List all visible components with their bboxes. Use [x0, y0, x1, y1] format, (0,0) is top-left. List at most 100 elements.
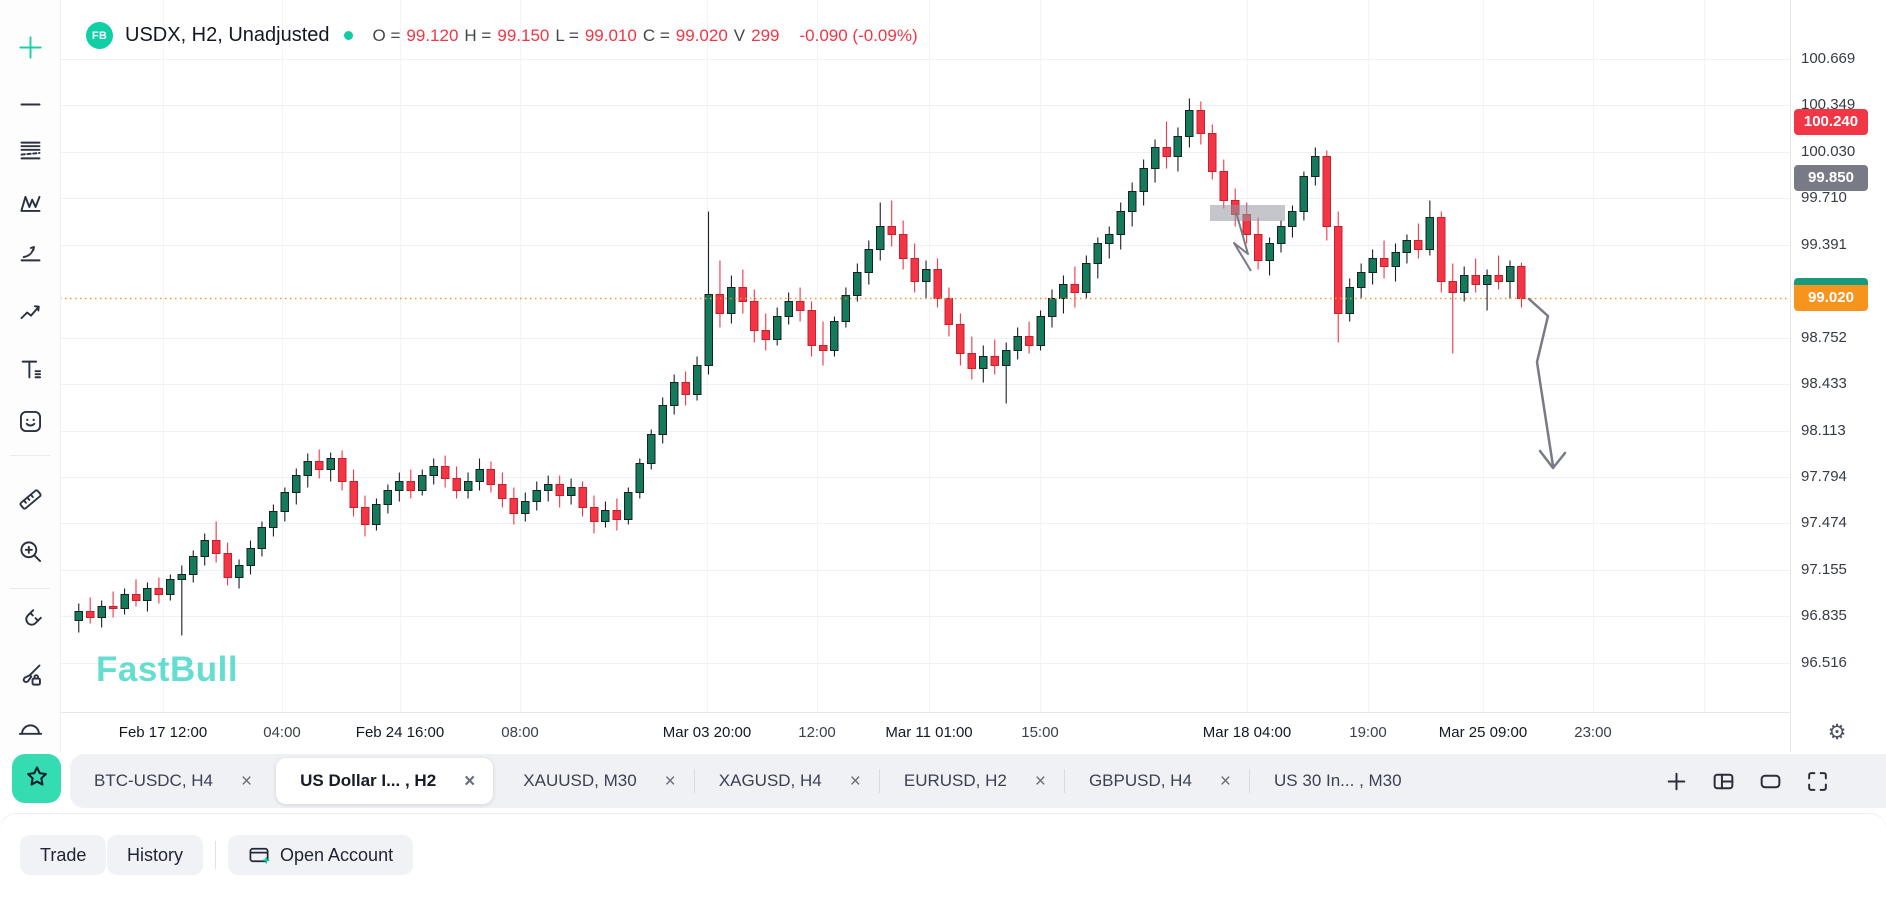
pattern-icon[interactable]	[13, 185, 47, 219]
symbol-title[interactable]: USDX, H2, Unadjusted	[125, 24, 330, 46]
trade-panel-bar: Trade History Open Account	[0, 814, 1886, 908]
tab-label: XAGUSD, H4	[718, 771, 822, 790]
price-tick-label: 98.113	[1801, 422, 1846, 439]
price-change: -0.090 (-0.09%)	[799, 25, 918, 45]
price-tick-label: 98.433	[1801, 375, 1847, 392]
tab-label: US 30 In... , M30	[1274, 771, 1402, 790]
chart-tab[interactable]: GBPUSD, H4 ×	[1065, 754, 1249, 808]
broker-logo: FB	[86, 22, 113, 49]
add-chart-icon[interactable]	[1664, 769, 1689, 794]
price-tick-label: 96.516	[1801, 654, 1847, 671]
price-tick-label: 100.669	[1801, 50, 1856, 67]
time-tick-label: Mar 25 09:00	[1438, 724, 1528, 741]
chart-tab[interactable]: XAUUSD, M30 ×	[499, 754, 693, 808]
forecast-arrow-icon[interactable]	[13, 235, 47, 269]
brush-lock-icon[interactable]	[13, 657, 47, 691]
price-tick-label: 98.752	[1801, 329, 1847, 346]
single-view-icon[interactable]	[1758, 769, 1783, 794]
toolbar-divider	[10, 588, 50, 589]
time-tick-label: Mar 18 04:00	[1202, 724, 1292, 741]
symbol-header: FB USDX, H2, Unadjusted O = 99.120 H = 99.1…	[86, 22, 918, 49]
chart-tabs-bar: BTC-USDC, H4 × US Dollar I... , H2 × XAUUSD,…	[0, 752, 1886, 814]
tab-close-icon[interactable]: ×	[1034, 770, 1046, 792]
chart-tab[interactable]: XAGUSD, H4 ×	[695, 754, 879, 808]
time-tick-label: Mar 03 20:00	[662, 724, 752, 741]
magnet-icon[interactable]	[13, 603, 47, 637]
fastbull-watermark: FastBull	[96, 650, 239, 689]
star-icon	[23, 763, 51, 794]
chart-tab[interactable]: EURUSD, H2 ×	[880, 754, 1064, 808]
open-account-label: Open Account	[280, 844, 394, 865]
trade-button-label: Trade	[40, 844, 87, 865]
divider	[215, 841, 216, 869]
price-axis[interactable]: 100.669 100.349 100.030 99.710 99.391 98.752 9…	[1790, 0, 1886, 752]
time-tick-label: 04:00	[263, 724, 301, 741]
price-tick-label: 100.030	[1801, 143, 1856, 160]
card-plus-icon	[248, 844, 271, 867]
favorites-button[interactable]	[12, 754, 61, 803]
tab-label: GBPUSD, H4	[1088, 771, 1192, 790]
text-tool-icon[interactable]	[13, 352, 47, 386]
price-tick-label: 100.349	[1801, 96, 1856, 113]
chart-tab[interactable]: US Dollar I... , H2 ×	[276, 758, 494, 804]
tab-close-icon[interactable]: ×	[1219, 770, 1232, 792]
time-tick-label: 08:00	[501, 724, 539, 741]
time-tick-label: Feb 24 16:00	[355, 724, 445, 741]
trade-button[interactable]: Trade	[20, 835, 107, 875]
ohlc-values: O = 99.120 H = 99.150 L = 99.010 C = 99.020 V 299	[373, 26, 786, 46]
fib-lines-icon[interactable]	[13, 133, 47, 167]
line-tool-icon[interactable]	[13, 87, 47, 121]
price-tick-label: 99.710	[1801, 189, 1847, 206]
tab-label: US Dollar I... , H2	[300, 771, 437, 790]
time-tick-label: 12:00	[798, 724, 836, 741]
history-button[interactable]: History	[107, 835, 204, 875]
price-badge: 99.020	[1794, 278, 1868, 311]
time-tick-label: 19:00	[1349, 724, 1387, 741]
trend-arrow-icon[interactable]	[13, 295, 47, 329]
ohlc-field: H = 99.150	[464, 25, 550, 45]
tab-label: XAUUSD, M30	[523, 771, 637, 790]
tab-separator	[1063, 769, 1065, 793]
time-tick-label: Mar 11 01:00	[885, 724, 973, 741]
tab-strip: BTC-USDC, H4 × US Dollar I... , H2 × XAUUSD,…	[70, 754, 1886, 808]
ohlc-field: O = 99.120	[372, 25, 459, 45]
toolbar-divider	[10, 455, 50, 456]
ohlc-field: C = 99.020	[642, 25, 728, 45]
tab-separator	[1249, 769, 1251, 793]
chart-tab[interactable]: BTC-USDC, H4 ×	[70, 754, 270, 808]
chart-settings-gear-icon[interactable]: ⚙	[1822, 717, 1852, 747]
crosshair-plus-icon[interactable]	[13, 30, 47, 64]
ohlc-field: V 299	[733, 25, 780, 45]
drawing-toolbar	[0, 0, 61, 752]
tab-label: EURUSD, H2	[903, 771, 1007, 790]
tab-close-icon[interactable]: ×	[664, 770, 676, 792]
time-tick-label: Feb 17 12:00	[118, 724, 208, 741]
ruler-icon[interactable]	[13, 482, 47, 516]
tab-close-icon[interactable]: ×	[241, 770, 253, 792]
time-tick-label: 23:00	[1574, 724, 1612, 741]
chart-canvas[interactable]	[0, 0, 1886, 752]
price-tick-label: 99.391	[1801, 236, 1847, 253]
tab-separator	[693, 769, 695, 793]
price-tick-label: 97.474	[1801, 514, 1847, 531]
tab-label: BTC-USDC, H4	[94, 771, 214, 790]
price-tick-label: 97.794	[1801, 468, 1847, 485]
tab-close-icon[interactable]: ×	[849, 770, 861, 792]
chart-tab[interactable]: US 30 In... , M30	[1250, 754, 1420, 808]
ohlc-field: L = 99.010	[555, 25, 637, 45]
layout-grid-icon[interactable]	[1711, 769, 1736, 794]
zoom-in-icon[interactable]	[13, 534, 47, 568]
open-account-button[interactable]: Open Account	[228, 835, 414, 875]
time-tick-label: 15:00	[1021, 724, 1059, 741]
history-button-label: History	[127, 844, 184, 865]
emoji-icon[interactable]	[13, 404, 47, 438]
arc-tool-icon[interactable]	[13, 709, 47, 743]
tab-close-icon[interactable]: ×	[464, 770, 476, 792]
tab-separator	[878, 769, 880, 793]
price-tick-label: 97.155	[1801, 561, 1847, 578]
market-status-dot	[343, 31, 353, 40]
fullscreen-icon[interactable]	[1805, 769, 1830, 794]
time-axis[interactable]: Feb 17 12:00 04:00 Feb 24 16:00 08:00 Mar 03…	[0, 712, 1886, 753]
price-badge: 100.240	[1794, 109, 1868, 135]
